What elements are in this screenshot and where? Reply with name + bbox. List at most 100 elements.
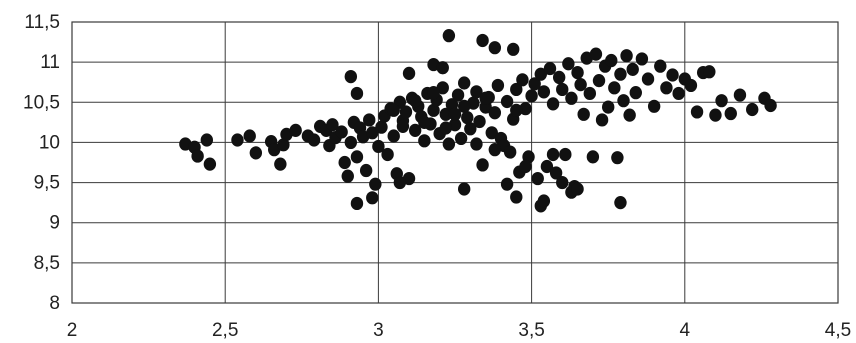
y-tick-label: 8 [49, 293, 60, 314]
scatter-point [534, 67, 547, 81]
scatter-point [559, 147, 572, 162]
scatter-point [611, 151, 624, 165]
scatter-point [519, 159, 532, 174]
scatter-point [277, 138, 290, 152]
scatter-point [565, 91, 578, 105]
scatter-point [510, 103, 523, 117]
scatter-point [516, 73, 529, 87]
scatter-point [519, 102, 532, 116]
scatter-point [641, 72, 655, 86]
scatter-point [448, 107, 462, 121]
scatter-point [200, 133, 214, 147]
scatter-point [243, 129, 256, 143]
scatter-point [274, 157, 287, 171]
scatter-point [510, 190, 523, 204]
scatter-point [605, 53, 618, 68]
scatter-point [660, 81, 673, 95]
scatter-point [764, 98, 777, 113]
scatter-point [387, 129, 400, 143]
scatter-point [408, 123, 422, 137]
scatter-point [442, 29, 456, 43]
scatter-point [436, 61, 449, 75]
scatter-point [366, 191, 379, 205]
scatter-point [399, 105, 413, 119]
scatter-point [608, 81, 621, 95]
scatter-point [500, 177, 514, 191]
scatter-point [439, 107, 453, 121]
scatter-point [626, 62, 639, 76]
scatter-point [369, 177, 382, 191]
plot-area-frame [71, 21, 839, 304]
scatter-point [546, 147, 560, 162]
scatter-point [476, 158, 489, 172]
scatter-point [439, 121, 453, 135]
scatter-point [503, 145, 517, 159]
x-tick-label: 4,5 [825, 320, 851, 341]
scatter-point [733, 88, 747, 102]
scatter-point [344, 135, 358, 150]
scatter-point [341, 169, 354, 183]
scatter-point [614, 67, 627, 81]
scatter-point [589, 47, 603, 61]
x-tick-label: 2 [67, 320, 78, 341]
scatter-point [500, 94, 514, 109]
scatter-point [684, 78, 698, 93]
scatter-point [540, 159, 554, 174]
scatter-point [614, 196, 627, 210]
scatter-point [231, 133, 244, 147]
scatter-point [574, 78, 587, 92]
scatter-point [562, 57, 575, 71]
scatter-point [647, 99, 661, 113]
scatter-point [418, 115, 431, 129]
scatter-point [366, 126, 379, 140]
scatter-point [746, 102, 759, 117]
scatter-point [454, 131, 468, 146]
scatter-point [690, 105, 704, 119]
scatter-point [338, 155, 351, 170]
scatter-point [381, 147, 394, 162]
scatter-point [289, 123, 302, 137]
x-tick-label: 2,5 [212, 320, 238, 341]
scatter-point [531, 171, 544, 186]
scatter-point [442, 137, 456, 151]
scatter-point [666, 68, 679, 82]
scatter-point [427, 86, 440, 100]
y-tick-label: 10,5 [23, 92, 60, 113]
scatter-point [375, 120, 388, 134]
scatter-point [617, 94, 630, 108]
x-axis-tick-labels: 2 2,5 3 3,5 4 4,5 [67, 320, 852, 341]
scatter-point [571, 182, 584, 196]
scatter-point [344, 69, 358, 84]
scatter-point [268, 143, 281, 157]
scatter-point [393, 175, 407, 190]
scatter-point [583, 86, 597, 101]
scatter-point [326, 118, 339, 132]
scatter-point [491, 78, 505, 93]
scatter-point [408, 94, 422, 108]
scatter-point [461, 110, 474, 125]
scatter-point [629, 86, 642, 100]
scatter-point [396, 119, 410, 133]
scatter-point [363, 113, 376, 127]
scatter-point [537, 194, 551, 208]
scatter-point [507, 42, 520, 56]
scatter-point [672, 86, 685, 101]
scatter-point [715, 94, 728, 108]
scatter-point [654, 59, 667, 73]
y-axis-tick-labels: 8 8,5 9 9,5 10 10,5 11 11,5 [23, 12, 60, 314]
scatter-point [372, 139, 385, 154]
scatter-point [470, 85, 483, 99]
scatter-point [488, 41, 502, 55]
scatter-point [335, 125, 348, 139]
data-points [179, 29, 777, 213]
scatter-point [427, 103, 440, 117]
scatter-point [577, 107, 590, 121]
scatter-point [350, 196, 364, 211]
scatter-point [623, 108, 636, 122]
scatter-point [543, 61, 557, 76]
scatter-point [549, 166, 563, 180]
scatter-point [724, 106, 737, 121]
scatter-point [470, 137, 483, 151]
x-tick-label: 3 [373, 320, 384, 341]
